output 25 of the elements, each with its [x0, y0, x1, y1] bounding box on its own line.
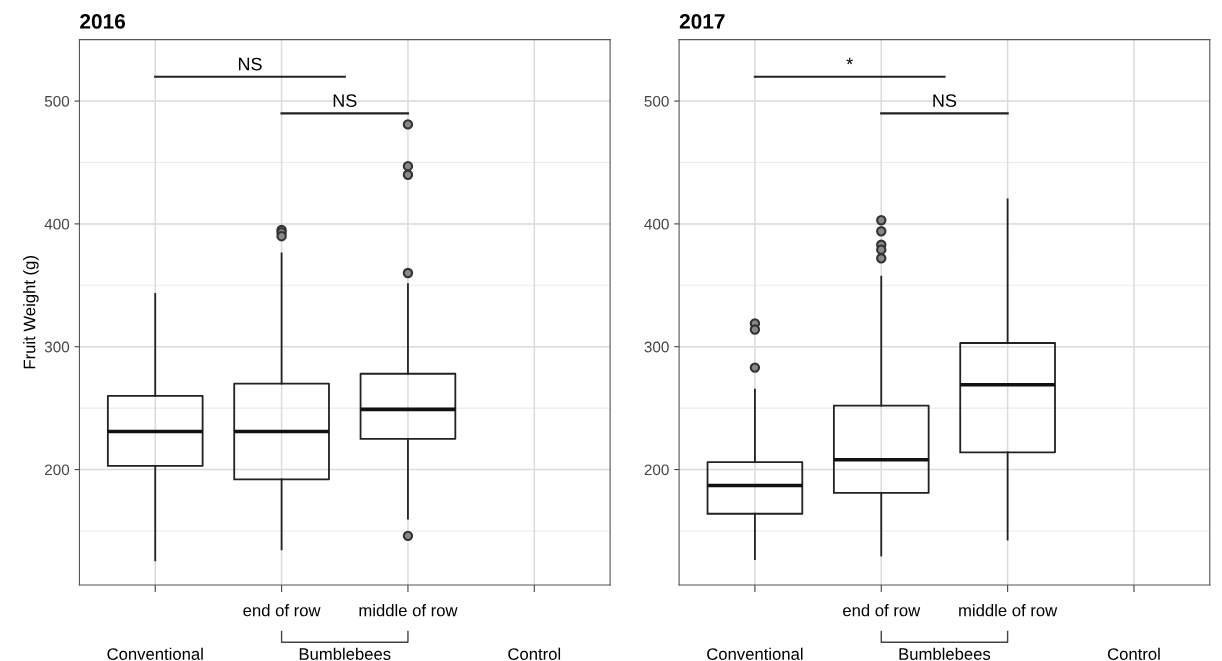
x-tick-label: end of row [843, 604, 921, 617]
y-axis-title: Fruit Weight (g) [23, 256, 39, 369]
y-tick-label: 500 [644, 95, 669, 107]
y-tick-label: 200 [44, 464, 70, 476]
y-tick-label: 500 [44, 95, 70, 107]
annotation: NS [933, 94, 957, 107]
annotation: NS [333, 94, 357, 107]
y-tick-label: 400 [44, 218, 70, 230]
x-tick-label: Conventional [707, 647, 803, 660]
x-tick-label: middle of row [359, 604, 458, 617]
x-tick-label: Conventional [107, 647, 203, 660]
annotation: * [846, 57, 853, 65]
x-tick-label: middle of row [959, 604, 1058, 617]
x-tick-label: Control [1107, 647, 1160, 660]
y-tick-label: 300 [644, 341, 669, 353]
x-tick-label: Control [508, 647, 561, 660]
text: Bumblebees [899, 647, 991, 660]
annotation: NS [238, 57, 262, 71]
y-tick-label: 300 [44, 341, 70, 353]
text: Bumblebees [299, 647, 391, 660]
x-tick-label: end of row [243, 604, 321, 617]
y-tick-label: 400 [644, 218, 669, 230]
chart-title: 2016 [80, 14, 126, 29]
y-tick-label: 200 [644, 464, 669, 476]
chart-title: 2017 [679, 14, 725, 29]
